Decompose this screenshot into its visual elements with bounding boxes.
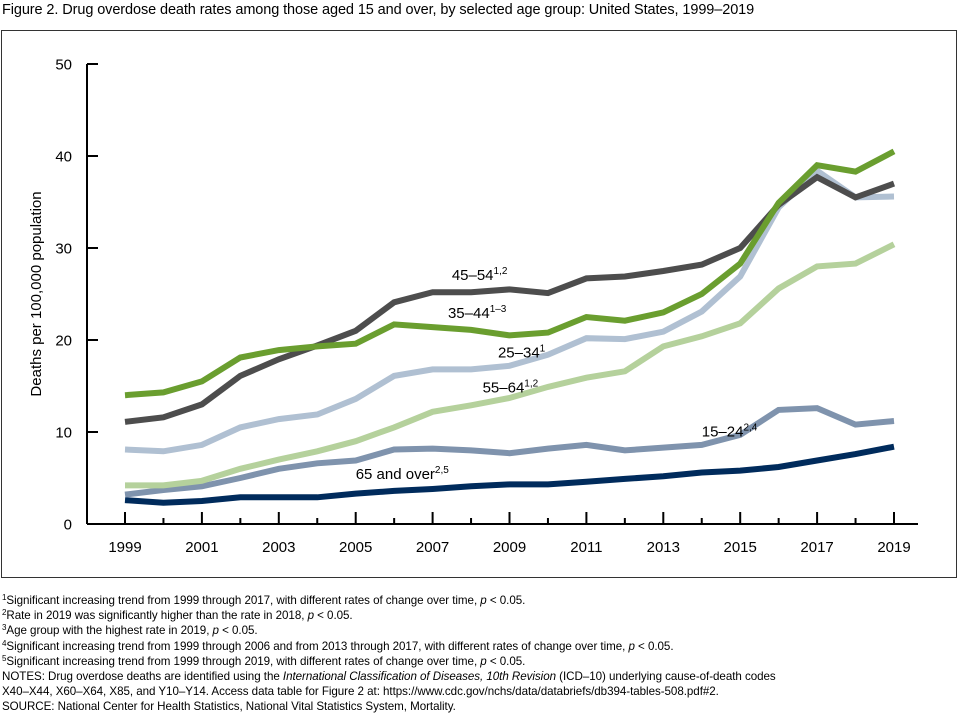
series-label: 65 and over2,5 [356,465,450,483]
series-label: 15–242,4 [702,423,758,441]
series-label: 45–541,2 [452,266,508,284]
series-line-15-24 [124,405,895,498]
x-tick-label: 2007 [416,539,449,556]
x-tick-label: 2019 [877,539,910,556]
series-line-55-64 [125,241,896,489]
x-tick-label: 2011 [570,539,602,556]
footnote-1: 1Significant increasing trend from 1999 … [2,593,526,608]
y-tick-label: 0 [64,517,72,534]
y-tick-label: 30 [55,241,72,258]
footnote-5: 5Significant increasing trend from 1999 … [2,653,526,668]
series-label: 55–641,2 [483,378,539,396]
series-line-65-and-over [124,443,895,506]
x-tick-label: 2005 [339,539,372,556]
notes-text: NOTES: Drug overdose deaths are identifi… [2,669,776,684]
chart-frame [1,30,957,578]
series-lines [124,148,896,506]
notes-icd-title: International Classification of Diseases… [282,670,556,684]
notes-prefix: NOTES: Drug overdose deaths are identifi… [2,670,283,684]
x-tick-label: 2017 [800,539,833,556]
x-tick-label: 1999 [108,539,141,556]
y-tick-label: 20 [55,333,72,350]
axes: 0 10 20 30 40 50 1999 2001 2003 2005 2007 2009 2011 2… [55,57,918,556]
footnote-2: 2Rate in 2019 was significantly higher t… [2,608,353,623]
footnote-4: 4Significant increasing trend from 1999 … [2,638,674,653]
footnote-list: 1Significant increasing trend from 1999 … [2,593,776,669]
y-tick-label: 40 [55,149,72,166]
footnote-3: 3Age group with the highest rate in 2019… [2,623,258,638]
y-tick-label: 50 [55,57,72,74]
footnotes: 1Significant increasing trend from 1999 … [2,593,776,715]
series-label: 35–441–3 [448,304,507,322]
x-tick-label: 2001 [185,539,218,556]
x-tick-label: 2015 [724,539,757,556]
series-line-25-34 [124,166,895,455]
series-labels: 65 and over2,5 15–242,4 55–641,2 25–341 45–5… [356,266,758,483]
notes-line2: X40–X44, X60–X64, X85, and Y10–Y14. Acce… [2,685,719,699]
source-text: SOURCE: National Center for Health Stati… [2,700,456,714]
notes-suffix: (ICD–10) underlying cause-of-death codes [556,670,776,684]
y-tick-label: 10 [55,425,72,442]
figure-title: Figure 2. Drug overdose death rates amon… [2,2,755,18]
y-axis-label: Deaths per 100,000 population [28,191,45,396]
x-tick-label: 2009 [493,539,526,556]
x-tick-label: 2003 [262,539,295,556]
x-tick-label: 2013 [647,539,680,556]
line-chart: 0 10 20 30 40 50 1999 2001 2003 2005 2007 2009 2011 2… [28,57,918,556]
series-label: 25–341 [498,343,546,361]
